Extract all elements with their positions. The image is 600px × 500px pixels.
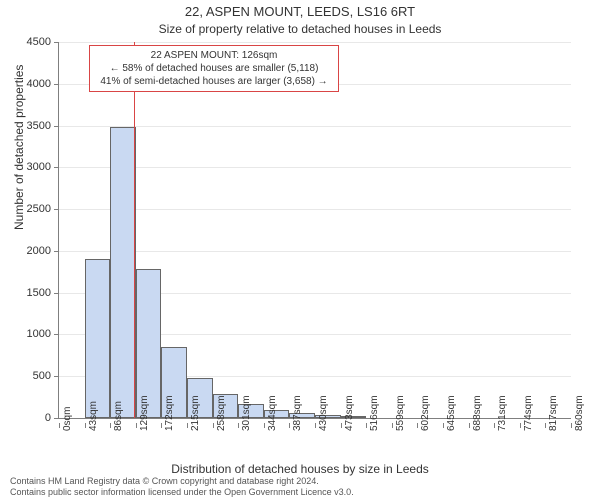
x-tick-label: 43sqm (88, 401, 99, 431)
y-tick-label: 3500 (27, 120, 51, 132)
x-tick-label: 344sqm (267, 395, 278, 431)
footer-attribution: Contains HM Land Registry data © Crown c… (10, 476, 354, 498)
footer-line-2: Contains public sector information licen… (10, 487, 354, 498)
y-tick-label: 2000 (27, 245, 51, 257)
x-tick-label: 172sqm (164, 395, 175, 431)
y-tick-label: 4500 (27, 36, 51, 48)
x-axis-label: Distribution of detached houses by size … (0, 462, 600, 476)
y-axis-label: Number of detached properties (12, 65, 26, 230)
x-tick-label: 688sqm (472, 395, 483, 431)
histogram-bar (85, 259, 111, 418)
x-tick-label: 215sqm (190, 395, 201, 431)
annotation-box: 22 ASPEN MOUNT: 126sqm← 58% of detached … (89, 45, 339, 92)
y-tick-label: 3000 (27, 161, 51, 173)
gridline (59, 42, 571, 43)
gridline (59, 167, 571, 168)
y-tick-label: 500 (33, 370, 51, 382)
x-tick-label: 129sqm (139, 395, 150, 431)
chart-container: 22, ASPEN MOUNT, LEEDS, LS16 6RT Size of… (0, 0, 600, 500)
property-marker-line (134, 42, 135, 418)
x-tick-label: 0sqm (62, 407, 73, 431)
y-tick-label: 0 (45, 412, 51, 424)
x-tick-label: 860sqm (574, 395, 585, 431)
plot-area: 0500100015002000250030003500400045000sqm… (58, 42, 571, 419)
annotation-line: 22 ASPEN MOUNT: 126sqm (95, 49, 333, 62)
x-tick-label: 258sqm (216, 395, 227, 431)
x-tick-label: 774sqm (523, 395, 534, 431)
x-tick-label: 645sqm (446, 395, 457, 431)
x-tick-label: 430sqm (318, 395, 329, 431)
x-tick-label: 817sqm (548, 395, 559, 431)
histogram-bar (110, 127, 136, 418)
annotation-line: 41% of semi-detached houses are larger (… (95, 75, 333, 88)
x-tick-label: 387sqm (292, 395, 303, 431)
x-tick-label: 731sqm (497, 395, 508, 431)
x-tick-label: 473sqm (344, 395, 355, 431)
y-tick-label: 1000 (27, 328, 51, 340)
gridline (59, 251, 571, 252)
gridline (59, 126, 571, 127)
x-tick-label: 559sqm (395, 395, 406, 431)
y-tick-label: 2500 (27, 203, 51, 215)
chart-subtitle: Size of property relative to detached ho… (0, 22, 600, 36)
gridline (59, 209, 571, 210)
y-tick-label: 4000 (27, 78, 51, 90)
annotation-line: ← 58% of detached houses are smaller (5,… (95, 62, 333, 75)
footer-line-1: Contains HM Land Registry data © Crown c… (10, 476, 354, 487)
chart-title: 22, ASPEN MOUNT, LEEDS, LS16 6RT (0, 4, 600, 19)
x-tick-label: 301sqm (241, 395, 252, 431)
x-tick-label: 516sqm (369, 395, 380, 431)
y-tick-label: 1500 (27, 287, 51, 299)
x-tick-label: 602sqm (420, 395, 431, 431)
x-tick-label: 86sqm (113, 401, 124, 431)
